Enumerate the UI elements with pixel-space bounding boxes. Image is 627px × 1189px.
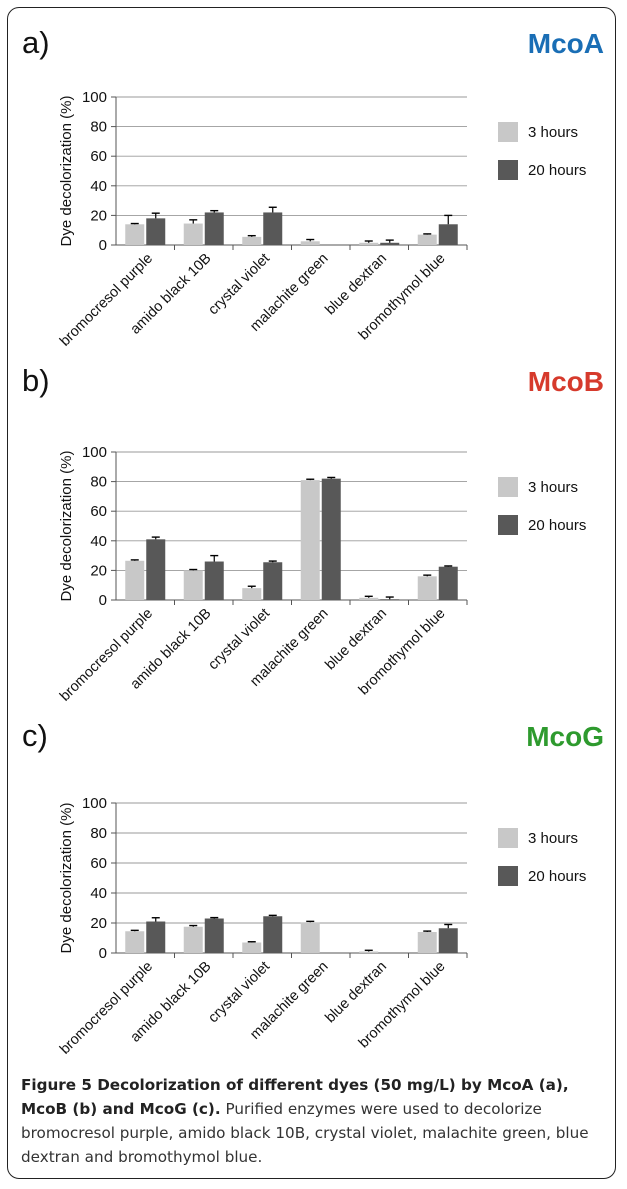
- legend-swatch: [498, 477, 518, 497]
- bar: [359, 951, 379, 953]
- legend-label: 3 hours: [528, 830, 578, 847]
- legend-label: 20 hours: [528, 162, 586, 179]
- y-tick-label: 20: [90, 915, 107, 932]
- caption-title: Figure 5 Decolorization of different dye…: [21, 1076, 569, 1118]
- chart-panel-1: a) McoA 0 20 40 60 80 100 Dye decolorization (%)…: [22, 25, 604, 350]
- bar: [125, 931, 145, 953]
- y-tick-label: 60: [90, 855, 107, 872]
- bar: [300, 922, 320, 953]
- y-tick-label: 60: [90, 503, 107, 520]
- y-axis-label: Dye decolorization (%): [58, 96, 75, 247]
- y-tick-label: 80: [90, 825, 107, 842]
- bar: [183, 223, 203, 245]
- legend-swatch: [498, 122, 518, 142]
- chart-title: McoA: [528, 28, 604, 59]
- bar: [183, 926, 203, 953]
- y-tick-label: 20: [90, 207, 107, 224]
- bar: [321, 478, 341, 600]
- legend-swatch: [498, 866, 518, 886]
- y-tick-label: 40: [90, 885, 107, 902]
- bar: [204, 561, 224, 600]
- panel-label: c): [22, 718, 48, 753]
- bar: [438, 928, 458, 953]
- y-tick-label: 0: [99, 945, 107, 962]
- bar: [438, 566, 458, 600]
- bar: [242, 236, 262, 245]
- chart-panel-3: c) McoG 0 20 40 60 80 100 Dye decolorization (%)…: [22, 718, 604, 1058]
- legend-label: 3 hours: [528, 479, 578, 496]
- bar: [204, 212, 224, 245]
- bar: [204, 918, 224, 953]
- bar: [183, 570, 203, 600]
- bar: [242, 588, 262, 600]
- y-tick-label: 0: [99, 592, 107, 609]
- bar: [380, 599, 400, 600]
- bar: [146, 539, 166, 600]
- bar: [300, 241, 320, 245]
- bar: [263, 212, 283, 245]
- y-tick-label: 40: [90, 533, 107, 550]
- bar: [125, 224, 145, 245]
- panel-label: b): [22, 363, 50, 398]
- legend-label: 20 hours: [528, 868, 586, 885]
- bar: [300, 480, 320, 600]
- figure-charts: a) McoA 0 20 40 60 80 100 Dye decolorization (%)…: [22, 25, 604, 1058]
- y-tick-label: 80: [90, 474, 107, 491]
- bar: [359, 597, 379, 600]
- bar: [380, 242, 400, 245]
- legend-swatch: [498, 515, 518, 535]
- y-tick-label: 100: [82, 795, 107, 812]
- bar: [263, 916, 283, 953]
- bar: [417, 932, 437, 953]
- y-tick-label: 80: [90, 119, 107, 136]
- bar: [146, 921, 166, 953]
- y-tick-label: 60: [90, 148, 107, 165]
- panel-label: a): [22, 25, 50, 60]
- legend-label: 3 hours: [528, 124, 578, 141]
- caption-text: Purified enzymes were used to decolorize…: [21, 1100, 589, 1166]
- bar: [359, 242, 379, 245]
- figure-frame: [7, 7, 616, 1179]
- legend-swatch: [498, 828, 518, 848]
- y-tick-label: 100: [82, 89, 107, 106]
- bar: [417, 234, 437, 245]
- bar: [417, 576, 437, 600]
- y-tick-label: 0: [99, 237, 107, 254]
- bar: [125, 560, 145, 600]
- legend-label: 20 hours: [528, 517, 586, 534]
- bar: [146, 218, 166, 245]
- y-axis-label: Dye decolorization (%): [58, 451, 75, 602]
- y-tick-label: 100: [82, 444, 107, 461]
- y-tick-label: 40: [90, 178, 107, 195]
- chart-title: McoB: [528, 366, 604, 397]
- y-tick-label: 20: [90, 562, 107, 579]
- bar: [242, 942, 262, 953]
- legend-swatch: [498, 160, 518, 180]
- figure-caption: Figure 5 Decolorization of different dye…: [21, 1073, 606, 1169]
- chart-title: McoG: [526, 721, 604, 752]
- bar: [438, 224, 458, 245]
- chart-panel-2: b) McoB 0 20 40 60 80 100 Dye decolorization (%)…: [22, 363, 604, 705]
- y-axis-label: Dye decolorization (%): [58, 803, 75, 954]
- bar: [263, 562, 283, 600]
